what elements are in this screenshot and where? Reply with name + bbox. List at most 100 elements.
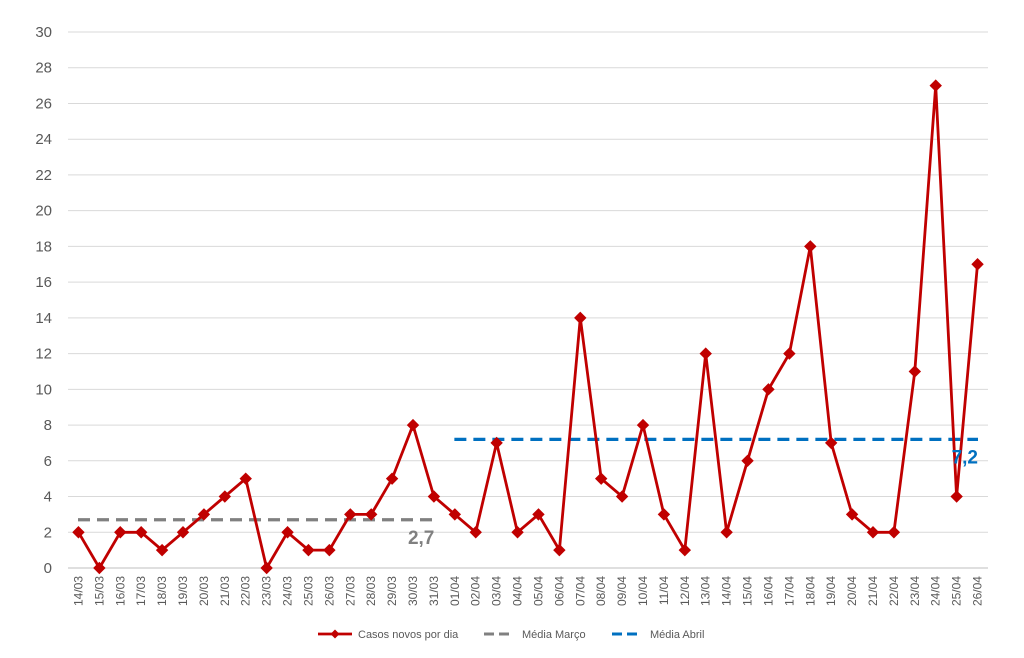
- x-tick-label: 21/04: [866, 576, 880, 606]
- data-point: [302, 543, 315, 557]
- x-tick-label: 14/03: [71, 576, 85, 606]
- data-point: [845, 508, 859, 521]
- data-point: [197, 508, 211, 521]
- x-tick-label: 23/04: [908, 576, 922, 606]
- x-tick-label: 05/04: [531, 576, 545, 606]
- y-tick-label: 20: [35, 203, 52, 220]
- x-tick-label: 12/04: [678, 576, 692, 606]
- average-labels: 2,7 7,2: [408, 447, 978, 548]
- data-point: [385, 472, 399, 485]
- x-tick-label: 01/04: [448, 576, 462, 606]
- x-tick-label: 06/04: [552, 576, 566, 606]
- x-tick-label: 20/03: [197, 576, 211, 606]
- data-point: [929, 79, 942, 92]
- x-tick-label: 22/04: [887, 576, 901, 606]
- data-point: [971, 258, 984, 271]
- data-point: [344, 508, 357, 521]
- x-tick-label: 11/04: [657, 576, 671, 605]
- x-tick-label: 04/04: [511, 576, 525, 606]
- data-point: [114, 526, 127, 539]
- average-label: 2,7: [408, 528, 434, 549]
- data-point: [176, 526, 190, 539]
- legend-swatch-marker: [330, 629, 340, 639]
- data-point: [134, 526, 148, 539]
- data-point: [908, 365, 922, 378]
- x-tick-label: 24/03: [281, 576, 295, 606]
- data-point: [239, 472, 252, 485]
- x-tick-label: 14/04: [720, 576, 734, 606]
- x-tick-label: 07/04: [573, 576, 587, 606]
- y-tick-label: 18: [35, 238, 52, 255]
- x-tick-label: 02/04: [469, 576, 483, 606]
- data-point: [532, 508, 545, 521]
- x-tick-label: 21/03: [218, 576, 232, 606]
- data-point: [741, 454, 754, 468]
- x-tick-label: 15/03: [92, 576, 106, 606]
- y-tick-label: 14: [35, 310, 52, 327]
- x-tick-label: 10/04: [636, 576, 650, 606]
- x-tick-label: 31/03: [427, 576, 441, 606]
- y-tick-label: 12: [35, 346, 52, 363]
- y-tick-label: 10: [35, 381, 52, 398]
- data-point: [364, 508, 378, 521]
- legend-label: Casos novos por dia: [358, 629, 459, 641]
- data-point: [824, 436, 838, 450]
- data-point: [448, 508, 462, 521]
- y-tick-label: 16: [35, 274, 52, 291]
- legend: Casos novos por dia Média Março Média Abri…: [318, 629, 704, 641]
- y-tick-label: 0: [44, 560, 52, 577]
- gridlines: [68, 31, 988, 569]
- x-tick-label: 25/03: [301, 576, 315, 606]
- x-tick-label: 09/04: [615, 576, 629, 606]
- x-tick-label: 29/03: [385, 576, 399, 606]
- data-point: [93, 561, 106, 575]
- x-tick-label: 19/04: [824, 576, 838, 606]
- data-point: [260, 561, 273, 575]
- series-casos: [72, 79, 984, 575]
- data-point: [699, 347, 712, 360]
- data-point: [866, 526, 880, 539]
- legend-item: Média Abril: [612, 629, 704, 641]
- x-tick-label: 28/03: [364, 576, 378, 606]
- x-tick-label: 26/03: [322, 576, 336, 606]
- x-tick-label: 23/03: [260, 576, 274, 606]
- x-tick-label: 26/04: [971, 576, 985, 606]
- x-tick-label: 24/04: [929, 576, 943, 606]
- legend-label: Média Março: [522, 629, 586, 641]
- x-tick-label: 15/04: [741, 576, 755, 606]
- data-point: [218, 490, 232, 503]
- y-tick-label: 4: [44, 489, 52, 506]
- data-point: [678, 543, 692, 557]
- x-tick-label: 18/04: [803, 576, 817, 606]
- data-point: [615, 490, 629, 503]
- data-point: [553, 543, 566, 557]
- average-label: 7,2: [952, 447, 978, 468]
- legend-item: Média Março: [484, 629, 586, 641]
- x-tick-label: 13/04: [699, 576, 713, 606]
- x-tick-label: 30/03: [406, 576, 420, 606]
- x-tick-label: 17/03: [134, 576, 148, 606]
- x-tick-label: 27/03: [343, 576, 357, 606]
- data-point: [511, 526, 524, 539]
- data-point: [720, 526, 733, 539]
- data-point: [950, 490, 963, 503]
- data-point: [72, 526, 85, 539]
- data-point: [804, 240, 817, 253]
- data-point: [783, 347, 796, 360]
- y-tick-label: 26: [35, 95, 52, 112]
- data-point: [155, 543, 169, 557]
- y-tick-label: 8: [44, 417, 52, 434]
- y-tick-label: 30: [35, 24, 52, 41]
- x-tick-label: 22/03: [239, 576, 253, 606]
- x-tick-label: 16/03: [113, 576, 127, 606]
- x-tick-label: 16/04: [761, 576, 775, 606]
- y-tick-label: 2: [44, 524, 52, 541]
- x-tick-label: 08/04: [594, 576, 608, 606]
- data-point: [636, 418, 650, 432]
- data-point: [427, 490, 441, 503]
- x-tick-label: 17/04: [782, 576, 796, 606]
- x-tick-label: 03/04: [490, 576, 504, 606]
- series-line: [77, 85, 979, 572]
